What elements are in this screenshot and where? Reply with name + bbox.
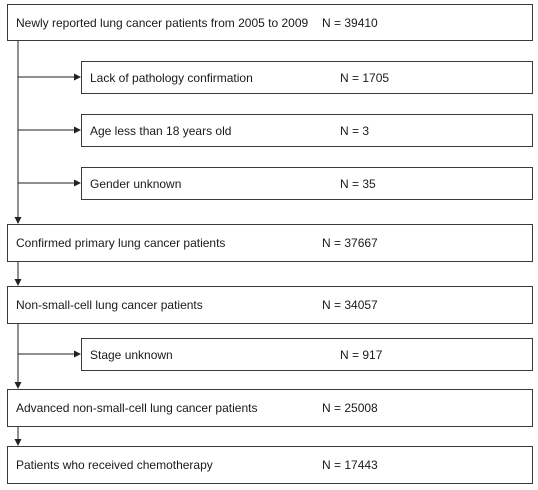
box-exclusion-age-count: N = 3 — [340, 123, 370, 138]
box-exclusion-stage: Stage unknown N = 917 — [81, 338, 533, 371]
box-nsclc-count: N = 34057 — [322, 298, 378, 312]
box-newly-reported: Newly reported lung cancer patients from… — [7, 4, 533, 41]
box-exclusion-pathology: Lack of pathology confirmation N = 1705 — [81, 61, 533, 94]
box-exclusion-gender-count: N = 35 — [340, 176, 376, 191]
box-newly-reported-count: N = 39410 — [322, 15, 378, 30]
box-chemotherapy: Patients who received chemotherapy N = 1… — [7, 446, 533, 484]
box-confirmed-primary: Confirmed primary lung cancer patients N… — [7, 224, 533, 262]
box-exclusion-gender-label: Gender unknown — [90, 176, 182, 191]
box-exclusion-pathology-count: N = 1705 — [340, 70, 390, 85]
box-confirmed-primary-count: N = 37667 — [322, 236, 378, 250]
box-nsclc: Non-small-cell lung cancer patients N = … — [7, 286, 533, 324]
box-newly-reported-label: Newly reported lung cancer patients from… — [16, 15, 309, 30]
box-nsclc-label: Non-small-cell lung cancer patients — [16, 298, 203, 312]
box-exclusion-gender: Gender unknown N = 35 — [81, 167, 533, 200]
box-advanced-nsclc: Advanced non-small-cell lung cancer pati… — [7, 389, 533, 427]
box-exclusion-stage-count: N = 917 — [340, 347, 383, 362]
box-advanced-nsclc-count: N = 25008 — [322, 401, 378, 415]
box-advanced-nsclc-label: Advanced non-small-cell lung cancer pati… — [16, 401, 258, 415]
box-confirmed-primary-label: Confirmed primary lung cancer patients — [16, 236, 226, 250]
box-chemotherapy-count: N = 17443 — [322, 458, 378, 472]
box-exclusion-pathology-label: Lack of pathology confirmation — [90, 70, 253, 85]
box-chemotherapy-label: Patients who received chemotherapy — [16, 458, 213, 472]
box-exclusion-age: Age less than 18 years old N = 3 — [81, 114, 533, 147]
box-exclusion-stage-label: Stage unknown — [90, 347, 173, 362]
box-exclusion-age-label: Age less than 18 years old — [90, 123, 232, 138]
